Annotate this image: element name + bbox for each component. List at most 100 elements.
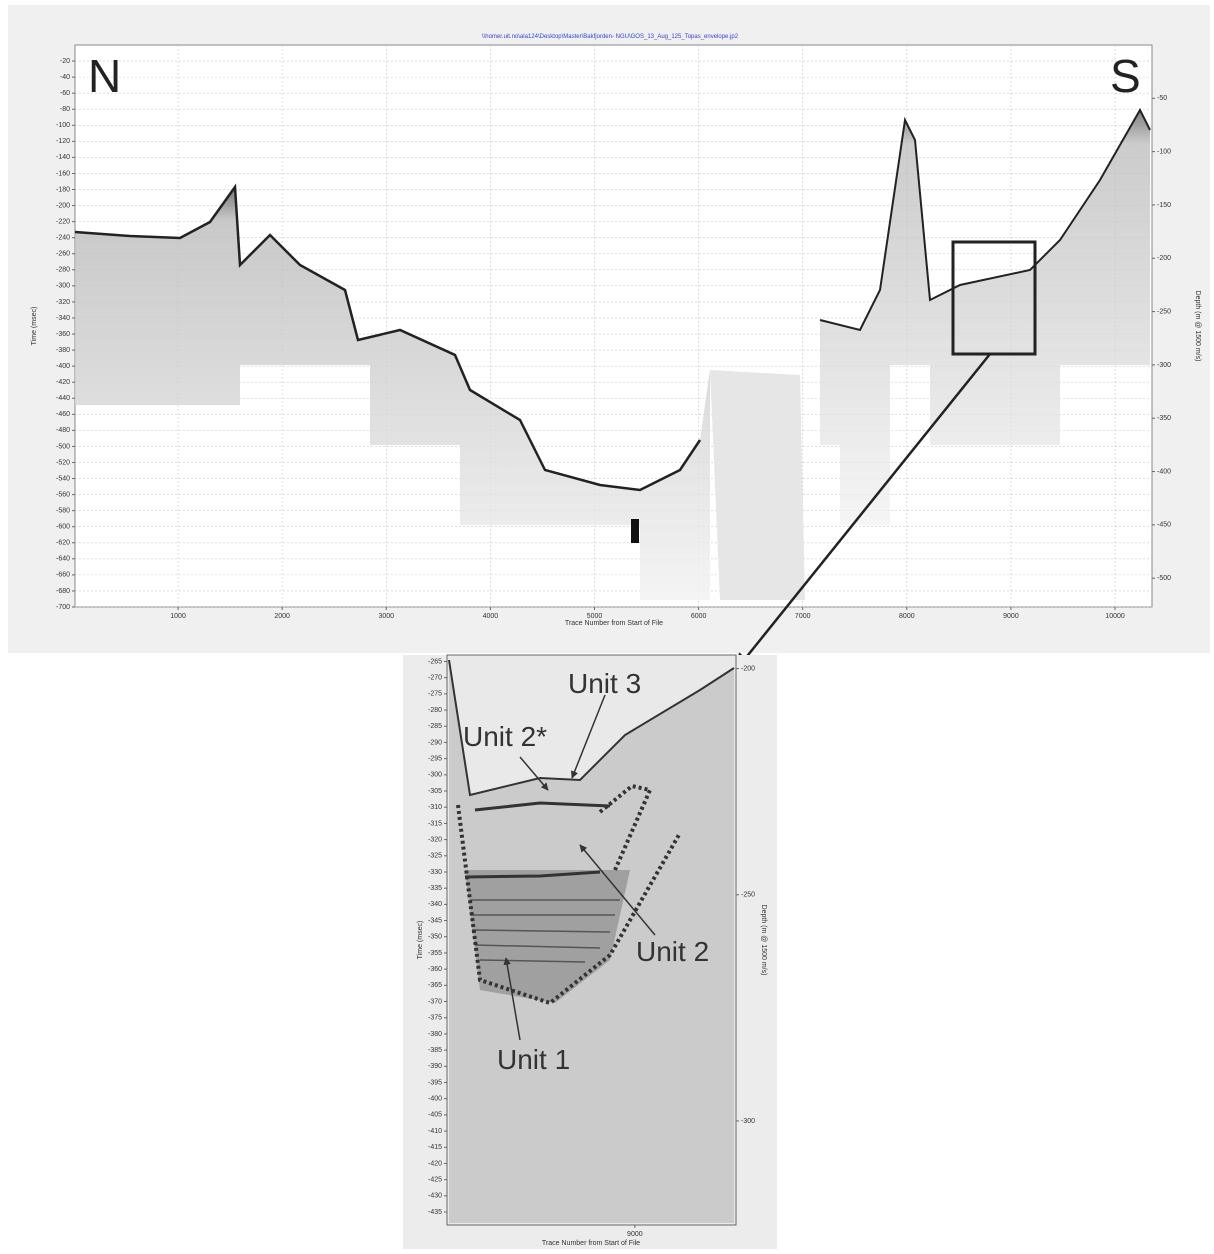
y-tick-label: -285 — [428, 723, 442, 730]
y-tick-label: -270 — [428, 675, 442, 682]
y-tick-label: -100 — [56, 122, 70, 129]
y-tick-label: -640 — [56, 556, 70, 563]
y-tick-label: -390 — [428, 1063, 442, 1070]
y-tick-label: -160 — [56, 170, 70, 177]
x-tick-label: 6000 — [691, 613, 707, 620]
y-tick-label: -520 — [56, 459, 70, 466]
y-tick-label: -120 — [56, 138, 70, 145]
y-tick-label: -60 — [60, 90, 70, 97]
x-tick-label: 10000 — [1105, 613, 1125, 620]
y-tick-label: -325 — [428, 853, 442, 860]
y2-tick-label: -50 — [1157, 95, 1167, 102]
y-tick-label: -330 — [428, 869, 442, 876]
y2-tick-label: -150 — [1157, 202, 1171, 209]
y-tick-label: -375 — [428, 1015, 442, 1022]
y-tick-label: -300 — [56, 283, 70, 290]
unit-label: Unit 1 — [497, 1044, 570, 1075]
y2-axis-label: Depth (m @ 1500 m/s) — [1194, 291, 1201, 362]
y-tick-label: -350 — [428, 934, 442, 941]
y-tick-label: -310 — [428, 804, 442, 811]
y-tick-label: -385 — [428, 1047, 442, 1054]
y-tick-label: -365 — [428, 982, 442, 989]
y2-tick-label: -250 — [1157, 308, 1171, 315]
y-tick-label: -80 — [60, 106, 70, 113]
y-tick-label: -315 — [428, 820, 442, 827]
north-label: N — [88, 50, 121, 102]
y-tick-label: -260 — [56, 251, 70, 258]
y-tick-label: -420 — [428, 1160, 442, 1167]
y-tick-label: -300 — [428, 772, 442, 779]
y-tick-label: -140 — [56, 154, 70, 161]
y-tick-label: -540 — [56, 475, 70, 482]
y2-tick-label: -300 — [741, 1118, 755, 1125]
x-tick-label: 5000 — [587, 613, 603, 620]
y-tick-label: -320 — [428, 836, 442, 843]
y-tick-label: -370 — [428, 998, 442, 1005]
y-tick-label: -265 — [428, 658, 442, 665]
inset-x-axis-label: Trace Number from Start of File — [542, 1240, 640, 1247]
y2-tick-label: -200 — [1157, 255, 1171, 262]
x-tick-label: 1000 — [170, 613, 186, 620]
y-tick-label: -700 — [56, 604, 70, 611]
y-tick-label: -600 — [56, 524, 70, 531]
y-tick-label: -420 — [56, 379, 70, 386]
file-path: \\homer.uit.no\ala124\Desktop\Master\Bak… — [482, 34, 739, 40]
y-tick-label: -340 — [56, 315, 70, 322]
y-tick-label: -360 — [428, 966, 442, 973]
y2-tick-label: -450 — [1157, 522, 1171, 529]
y-axis-label: Time (msec) — [31, 307, 38, 346]
y-tick-label: -500 — [56, 443, 70, 450]
y-tick-label: -460 — [56, 411, 70, 418]
y-tick-label: -435 — [428, 1209, 442, 1216]
y-tick-label: -240 — [56, 235, 70, 242]
y2-tick-label: -300 — [1157, 362, 1171, 369]
y-tick-label: -280 — [56, 267, 70, 274]
y-tick-label: -340 — [428, 901, 442, 908]
y-tick-label: -40 — [60, 74, 70, 81]
y2-tick-label: -400 — [1157, 468, 1171, 475]
x-tick-label: 8000 — [899, 613, 915, 620]
y-tick-label: -410 — [428, 1128, 442, 1135]
y2-tick-label: -250 — [741, 892, 755, 899]
y-tick-label: -620 — [56, 540, 70, 547]
inset-y2-axis-label: Depth (m @ 1500 m/s) — [760, 905, 767, 976]
y2-tick-label: -100 — [1157, 148, 1171, 155]
y-tick-label: -480 — [56, 427, 70, 434]
y-tick-label: -380 — [56, 347, 70, 354]
y-tick-label: -280 — [428, 707, 442, 714]
y-tick-label: -400 — [428, 1096, 442, 1103]
y-tick-label: -305 — [428, 788, 442, 795]
y-tick-label: -415 — [428, 1144, 442, 1151]
y-tick-label: -290 — [428, 739, 442, 746]
y-tick-label: -680 — [56, 588, 70, 595]
x-tick-label: 2000 — [274, 613, 290, 620]
x-tick-label: 4000 — [483, 613, 499, 620]
y-tick-label: -360 — [56, 331, 70, 338]
x-tick-label: 9000 — [1003, 613, 1019, 620]
y-tick-label: -345 — [428, 917, 442, 924]
y-tick-label: -580 — [56, 508, 70, 515]
y-tick-label: -20 — [60, 58, 70, 65]
unit-label: Unit 2 — [636, 936, 709, 967]
y-tick-label: -220 — [56, 218, 70, 225]
south-label: S — [1110, 50, 1141, 102]
y-tick-label: -335 — [428, 885, 442, 892]
y-tick-label: -295 — [428, 755, 442, 762]
inset-y-axis-label: Time (msec) — [417, 921, 424, 960]
y-tick-label: -440 — [56, 395, 70, 402]
figure: \\homer.uit.no\ala124\Desktop\Master\Bak… — [0, 0, 1214, 1249]
y-tick-label: -275 — [428, 691, 442, 698]
y-tick-label: -200 — [56, 202, 70, 209]
y2-tick-label: -200 — [741, 665, 755, 672]
x-tick-label: 9000 — [627, 1231, 643, 1238]
y-tick-label: -430 — [428, 1193, 442, 1200]
y2-tick-label: -350 — [1157, 415, 1171, 422]
y-tick-label: -660 — [56, 572, 70, 579]
unit-label: Unit 3 — [568, 668, 641, 699]
unit-label: Unit 2* — [463, 721, 547, 752]
x-tick-label: 7000 — [795, 613, 811, 620]
x-tick-label: 3000 — [378, 613, 394, 620]
y-tick-label: -380 — [428, 1031, 442, 1038]
y-tick-label: -560 — [56, 491, 70, 498]
y-tick-label: -405 — [428, 1112, 442, 1119]
